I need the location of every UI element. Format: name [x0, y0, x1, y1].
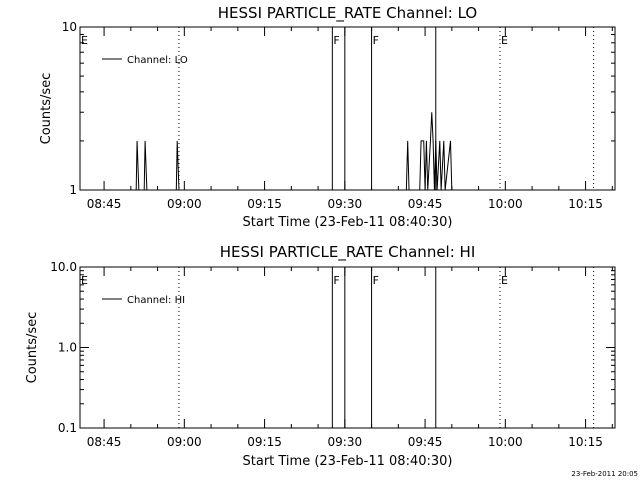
- flag-label: F: [333, 274, 339, 287]
- y-axis-label: Counts/sec: [39, 73, 54, 145]
- x-tick-label: 10:15: [568, 435, 603, 449]
- legend-label: Channel: HI: [127, 295, 185, 306]
- y-tick-label: 1.0: [58, 341, 77, 355]
- legend-label: Channel: LO: [127, 55, 188, 66]
- x-tick-label: 09:15: [247, 197, 282, 211]
- flag-label: F: [333, 34, 339, 47]
- x-tick-label: 10:00: [488, 197, 523, 211]
- flag-label: E: [501, 34, 508, 47]
- plot-timestamp: 23-Feb-2011 20:05: [571, 470, 638, 478]
- panel-hi-channel: HESSI PARTICLE_RATE Channel: HI 08:45 09:0…: [25, 243, 616, 469]
- plot-frame: [79, 26, 616, 191]
- chart-title: HESSI PARTICLE_RATE Channel: LO: [218, 4, 477, 23]
- y-tick-label: 10.0: [50, 260, 77, 274]
- x-tick-label: 10:00: [488, 435, 523, 449]
- y-tick-label: 10: [62, 20, 77, 34]
- x-tick-label: 09:30: [328, 197, 363, 211]
- x-tick-label: 10:15: [568, 197, 603, 211]
- y-tick-label: 1: [69, 183, 77, 197]
- flag-label: F: [373, 274, 379, 287]
- x-tick-label: 09:00: [167, 435, 202, 449]
- x-axis-label: Start Time (23-Feb-11 08:40:30): [243, 215, 453, 230]
- flag-label: E: [501, 274, 508, 287]
- x-tick-label: 09:30: [328, 435, 363, 449]
- y-axis-label: Counts/sec: [25, 312, 40, 384]
- chart-title: HESSI PARTICLE_RATE Channel: HI: [220, 243, 476, 262]
- x-tick-label: 09:45: [408, 435, 443, 449]
- panel-lo-channel: HESSI PARTICLE_RATE Channel: LO 08:45 09:0…: [39, 4, 616, 230]
- x-tick-label: 08:45: [87, 197, 122, 211]
- x-tick-label: 09:00: [167, 197, 202, 211]
- x-tick-label: 08:45: [87, 435, 122, 449]
- y-tick-label: 0.1: [58, 421, 77, 435]
- flag-label: E: [81, 274, 88, 287]
- x-tick-label: 09:15: [247, 435, 282, 449]
- flag-label: F: [373, 34, 379, 47]
- x-tick-label: 09:45: [408, 197, 443, 211]
- x-axis-label: Start Time (23-Feb-11 08:40:30): [243, 454, 453, 469]
- flag-label: E: [81, 34, 88, 47]
- series-line-0: [80, 112, 615, 191]
- plot-frame: [79, 266, 616, 429]
